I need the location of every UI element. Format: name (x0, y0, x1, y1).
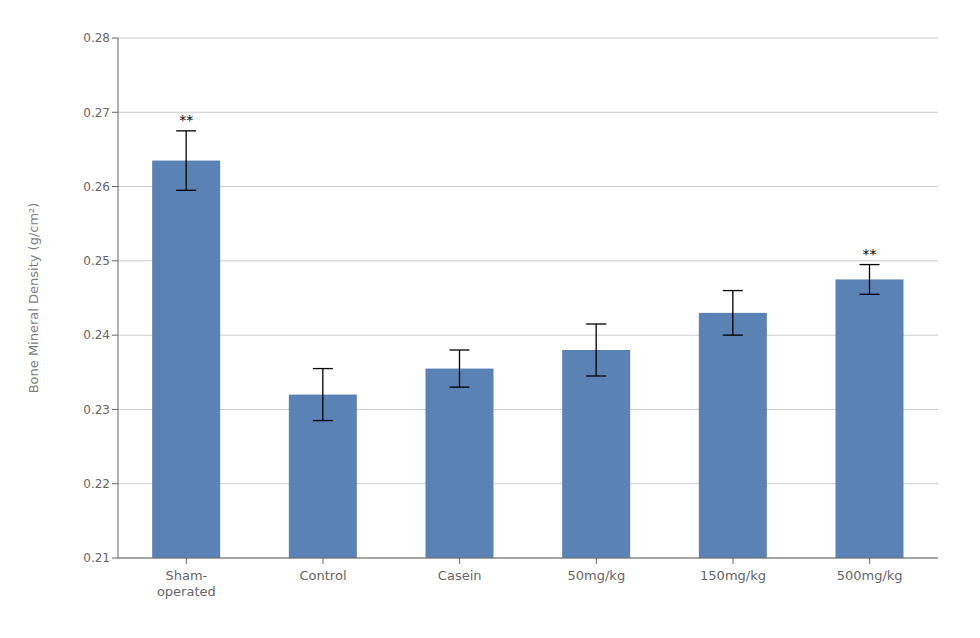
svg-text:0.22: 0.22 (83, 477, 110, 491)
svg-text:0.24: 0.24 (83, 328, 110, 342)
svg-text:Control: Control (300, 568, 347, 583)
svg-text:500mg/kg: 500mg/kg (837, 568, 903, 583)
svg-text:0.25: 0.25 (83, 254, 110, 268)
svg-text:Bone Mineral Density (g/cm²): Bone Mineral Density (g/cm²) (26, 203, 41, 394)
svg-text:50mg/kg: 50mg/kg (568, 568, 626, 583)
svg-text:0.26: 0.26 (83, 180, 110, 194)
svg-text:150mg/kg: 150mg/kg (700, 568, 766, 583)
svg-text:0.23: 0.23 (83, 403, 110, 417)
svg-text:0.27: 0.27 (83, 106, 110, 120)
svg-text:**: ** (179, 112, 193, 128)
svg-text:0.28: 0.28 (83, 31, 110, 45)
svg-text:**: ** (863, 246, 877, 262)
svg-text:Sham-operated: Sham-operated (157, 568, 216, 599)
svg-text:Casein: Casein (438, 568, 482, 583)
svg-text:0.21: 0.21 (83, 551, 110, 565)
